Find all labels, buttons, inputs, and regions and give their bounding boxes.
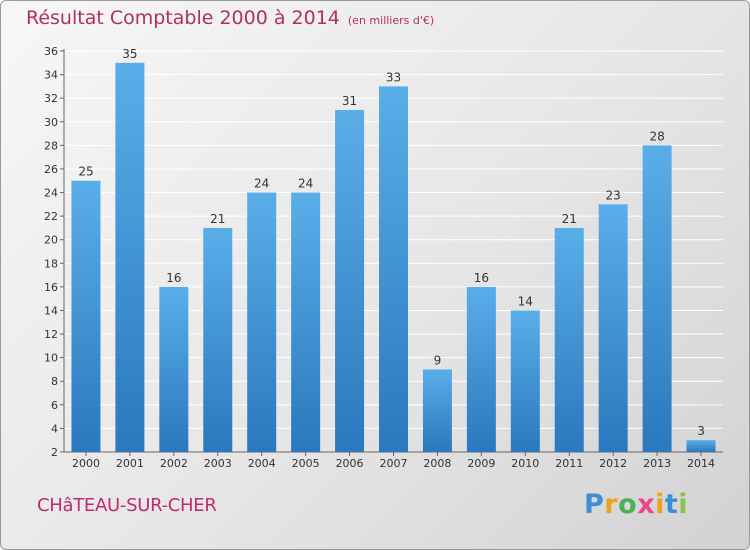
x-tick-label: 2007: [380, 457, 408, 470]
bar: [159, 286, 189, 452]
bar: [686, 440, 716, 452]
bar: [335, 109, 365, 453]
bar-value-label: 28: [649, 129, 664, 143]
y-tick-label: 22: [44, 210, 58, 223]
bar-value-label: 31: [342, 94, 357, 108]
x-tick-label: 2010: [511, 457, 539, 470]
bar-value-label: 24: [298, 177, 313, 191]
bar: [71, 180, 101, 452]
y-tick-label: 16: [44, 281, 58, 294]
logo-letter: r: [604, 489, 619, 520]
bar: [115, 62, 145, 452]
x-tick-label: 2011: [555, 457, 583, 470]
x-tick-label: 2013: [643, 457, 671, 470]
y-tick-label: 18: [44, 257, 58, 270]
y-tick-label: 34: [44, 69, 58, 82]
y-tick-label: 24: [44, 187, 58, 200]
y-tick-label: 36: [44, 45, 58, 58]
x-tick-label: 2001: [116, 457, 144, 470]
logo-letter: P: [584, 489, 605, 520]
bar-value-label: 21: [210, 212, 225, 226]
y-tick-label: 32: [44, 92, 58, 105]
chart-title: Résultat Comptable 2000 à 2014: [26, 7, 340, 29]
title-block: Résultat Comptable 2000 à 2014 (en millie…: [26, 7, 434, 29]
bar-value-label: 33: [386, 70, 401, 84]
y-tick-label: 8: [51, 375, 58, 388]
city-name: CHâTEAU-SUR-CHER: [37, 495, 217, 516]
x-tick-label: 2003: [204, 457, 232, 470]
y-tick-label: 30: [44, 116, 58, 129]
logo-letter: t: [664, 489, 679, 520]
bar-value-label: 21: [562, 212, 577, 226]
x-tick-label: 2014: [687, 457, 715, 470]
x-tick-label: 2012: [599, 457, 627, 470]
bar-value-label: 25: [78, 165, 93, 179]
bar: [554, 227, 584, 452]
y-tick-label: 2: [51, 446, 58, 459]
y-tick-label: 28: [44, 139, 58, 152]
bar-value-label: 16: [166, 271, 181, 285]
bar: [203, 227, 233, 452]
x-tick-label: 2006: [336, 457, 364, 470]
bar-value-label: 16: [474, 271, 489, 285]
chart-subtitle: (en milliers d'€): [347, 14, 435, 27]
y-tick-label: 4: [51, 422, 58, 435]
bar: [642, 145, 672, 452]
bar-value-label: 9: [434, 353, 442, 367]
bar-value-label: 14: [518, 294, 533, 308]
bar-value-label: 24: [254, 177, 269, 191]
logo-letter: i: [678, 489, 689, 520]
x-tick-label: 2002: [160, 457, 188, 470]
y-tick-label: 6: [51, 399, 58, 412]
logo-letter: o: [618, 489, 638, 520]
y-tick-label: 14: [44, 304, 58, 317]
x-tick-label: 2008: [423, 457, 451, 470]
bar: [379, 86, 408, 452]
bar: [598, 204, 628, 452]
y-tick-label: 10: [44, 352, 58, 365]
bar: [510, 310, 540, 452]
x-tick-label: 2009: [467, 457, 495, 470]
proxiti-logo: Proxiti: [584, 489, 688, 520]
bar: [422, 369, 452, 452]
y-tick-label: 26: [44, 163, 58, 176]
y-tick-label: 12: [44, 328, 58, 341]
logo-letter: i: [655, 489, 665, 520]
x-tick-label: 2004: [248, 457, 276, 470]
bar-value-label: 3: [697, 424, 705, 438]
logo-letter: x: [637, 489, 656, 520]
bar: [291, 192, 321, 452]
x-tick-label: 2005: [292, 457, 320, 470]
y-tick-label: 20: [44, 234, 58, 247]
bar-value-label: 23: [606, 188, 621, 202]
bar: [247, 192, 277, 452]
x-tick-label: 2000: [72, 457, 100, 470]
bar: [466, 286, 496, 452]
bar-value-label: 35: [122, 47, 137, 61]
